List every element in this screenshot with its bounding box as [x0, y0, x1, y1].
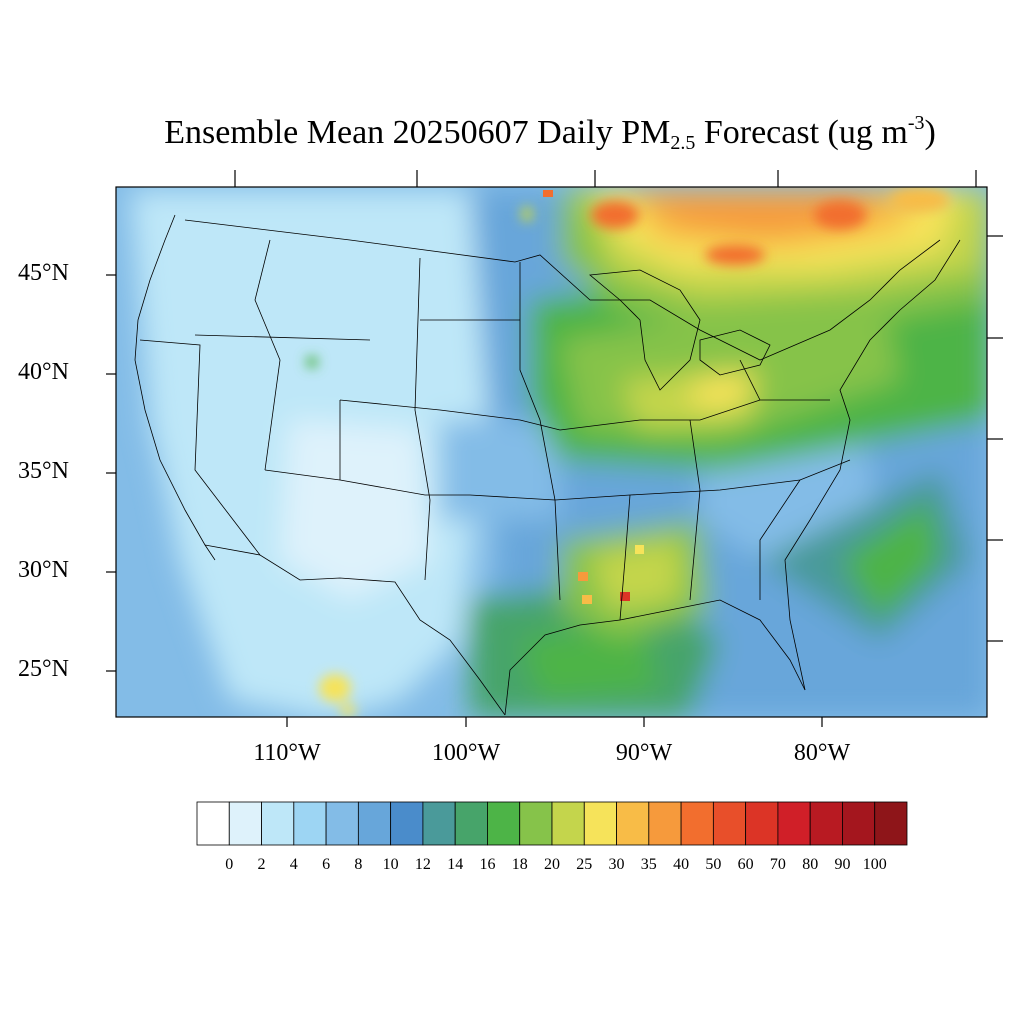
lat-label: 35°N: [18, 458, 69, 484]
colorbar-swatch: [842, 801, 876, 846]
colorbar-tick-label: 16: [479, 856, 496, 873]
colorbar-swatch: [519, 801, 553, 846]
lat-label: 30°N: [18, 557, 69, 583]
colorbar-tick-label: 40: [673, 856, 690, 873]
map-frame: [115, 186, 988, 718]
lon-label: 80°W: [793, 740, 851, 766]
lat-label: 40°N: [18, 359, 69, 385]
colorbar-swatch: [680, 801, 714, 846]
colorbar-tick-label: 8: [354, 856, 363, 873]
lon-label: 90°W: [615, 740, 673, 766]
lat-label: 45°N: [18, 260, 69, 286]
colorbar-swatch: [261, 801, 295, 846]
colorbar-swatch: [648, 801, 682, 846]
colorbar-tick-label: 10: [382, 856, 399, 873]
colorbar-tick-label: 100: [862, 856, 887, 873]
colorbar: [196, 801, 908, 846]
colorbar-swatch: [390, 801, 424, 846]
colorbar-swatch: [228, 801, 262, 846]
colorbar-swatch: [487, 801, 521, 846]
colorbar-tick-label: 70: [769, 856, 786, 873]
colorbar-swatch: [874, 801, 908, 846]
colorbar-swatch: [293, 801, 327, 846]
colorbar-tick-label: 90: [834, 856, 851, 873]
colorbar-swatch: [616, 801, 650, 846]
lon-label: 100°W: [431, 740, 501, 766]
axis-ticks: [106, 170, 1003, 727]
lat-label: 25°N: [18, 656, 69, 682]
colorbar-swatch: [196, 801, 230, 846]
colorbar-swatch: [357, 801, 392, 846]
colorbar-tick-label: 25: [576, 856, 593, 873]
colorbar-tick-label: 4: [289, 856, 298, 873]
colorbar-tick-label: 20: [544, 856, 560, 873]
colorbar-swatch: [777, 801, 811, 846]
colorbar-swatch: [745, 801, 779, 846]
colorbar-swatch: [583, 801, 617, 846]
colorbar-tick-label: 30: [608, 856, 625, 873]
colorbar-swatch: [809, 801, 843, 846]
map-title: Ensemble Mean 20250607 Daily PM2.5 Forec…: [164, 112, 936, 154]
lon-label: 110°W: [253, 740, 321, 766]
colorbar-tick-label: 80: [802, 856, 819, 873]
colorbar-swatch: [422, 801, 456, 846]
colorbar-tick-label: 18: [511, 856, 528, 873]
colorbar-swatch: [454, 801, 488, 846]
colorbar-swatch: [712, 801, 747, 846]
colorbar-tick-label: 0: [225, 856, 234, 873]
colorbar-tick-label: 60: [737, 856, 754, 873]
colorbar-tick-label: 2: [257, 856, 266, 873]
colorbar-tick-label: 50: [705, 856, 722, 873]
colorbar-tick-label: 14: [447, 856, 464, 873]
colorbar-tick-label: 6: [322, 856, 331, 873]
colorbar-swatch: [325, 801, 359, 846]
colorbar-tick-label: 12: [414, 856, 431, 873]
colorbar-swatch: [551, 801, 585, 846]
concentration-field: [116, 187, 987, 717]
boundary-lines: [134, 214, 961, 716]
colorbar-tick-label: 35: [640, 856, 657, 873]
